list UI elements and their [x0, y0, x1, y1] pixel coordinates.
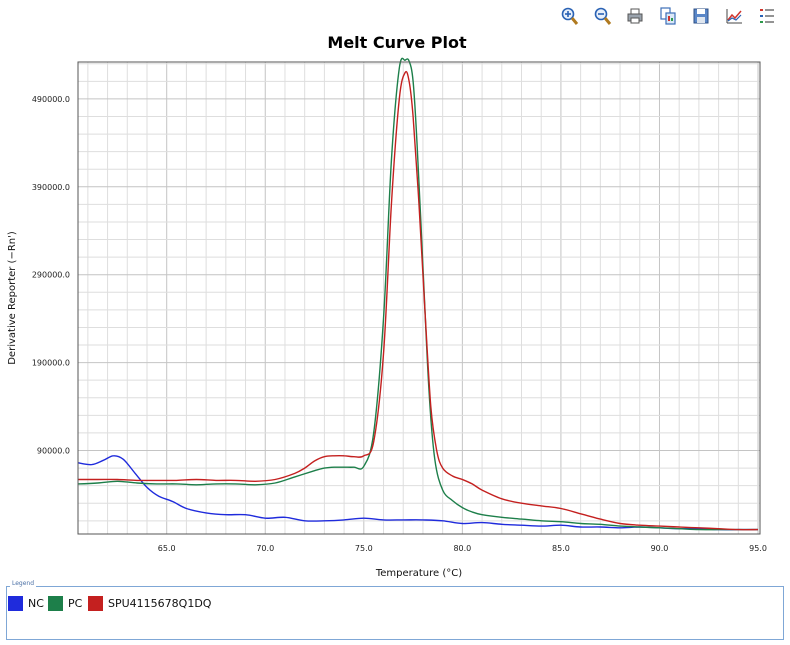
- legend-label-pc: PC: [68, 596, 83, 610]
- legend-swatch-sample: [88, 595, 103, 611]
- plot-border: [77, 61, 761, 535]
- save-icon[interactable]: [689, 4, 713, 28]
- legend-label-sample: SPU4115678Q1DQ: [108, 596, 212, 610]
- copy-icon[interactable]: [656, 4, 680, 28]
- legend-label-nc: NC: [28, 596, 44, 610]
- print-icon[interactable]: [623, 4, 647, 28]
- legend-swatch-nc: [8, 595, 23, 611]
- x-tick-label: 80.0: [453, 544, 471, 553]
- axis-ticks: 65.0 70.0 75.0 80.0 85.0 90.0 95.0 90000.0 19000…: [32, 95, 767, 553]
- y-tick-label: 90000.0: [37, 446, 70, 455]
- x-tick-label: 70.0: [256, 544, 274, 553]
- x-tick-label: 85.0: [552, 544, 570, 553]
- legend-panel: [6, 586, 784, 640]
- y-tick-label: 290000.0: [32, 271, 70, 280]
- legend-item-sample[interactable]: SPU4115678Q1DQ: [88, 595, 211, 611]
- chart-settings-icon[interactable]: [722, 4, 746, 28]
- zoom-in-icon[interactable]: [557, 4, 581, 28]
- chart-title: Melt Curve Plot: [327, 33, 467, 52]
- legend-swatch-pc: [48, 595, 63, 611]
- legend-item-pc[interactable]: PC: [48, 595, 82, 611]
- zoom-out-icon[interactable]: [590, 4, 614, 28]
- y-tick-label: 190000.0: [32, 359, 70, 368]
- series-line-spu4115678q1dq: [77, 70, 759, 531]
- x-tick-label: 90.0: [651, 544, 669, 553]
- legend-item-nc[interactable]: NC: [8, 595, 44, 611]
- chart-toolbar: [555, 4, 785, 28]
- x-tick-label: 65.0: [158, 544, 176, 553]
- x-axis-label: Temperature (°C): [375, 568, 462, 579]
- legend-caption: Legend: [10, 580, 37, 587]
- x-tick-label: 95.0: [749, 544, 767, 553]
- grid-lines: [78, 62, 760, 534]
- y-tick-label: 390000.0: [32, 183, 70, 192]
- x-tick-label: 75.0: [355, 544, 373, 553]
- y-axis-label: Derivative Reporter (−Rn'): [7, 231, 18, 365]
- melt-curve-chart: Melt Curve Plot 65.0 70.0 75.0 80.0 85.0 90.0…: [7, 33, 767, 579]
- plot-area: [77, 61, 761, 535]
- legend-icon[interactable]: [755, 4, 779, 28]
- series-lines: [77, 57, 761, 535]
- series-line-pc: [77, 57, 758, 531]
- y-tick-label: 490000.0: [32, 95, 70, 104]
